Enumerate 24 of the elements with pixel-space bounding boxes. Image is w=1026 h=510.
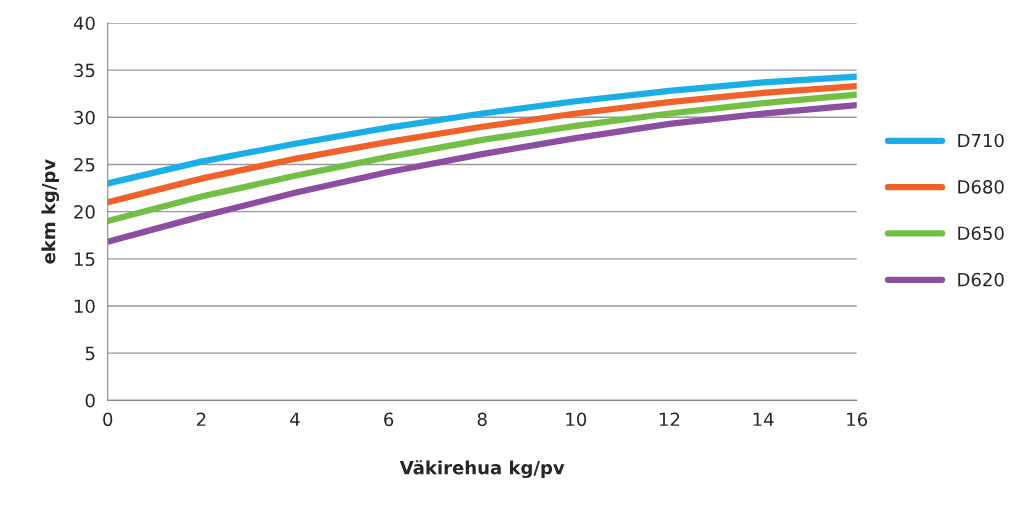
legend-label: D620: [958, 272, 1004, 287]
y-tick-label: 35: [74, 63, 95, 78]
y-tick-label: 10: [74, 299, 95, 314]
x-tick-label: 14: [753, 412, 774, 426]
x-axis-title: Väkirehua kg/pv: [399, 460, 565, 479]
y-tick-label: 5: [85, 346, 95, 361]
x-tick-label: 0: [103, 412, 113, 427]
y-tick-label: 30: [74, 110, 95, 125]
x-tick-label: 6: [384, 412, 394, 427]
x-tick-label: 16: [847, 412, 868, 427]
legend-label: D680: [958, 180, 1004, 194]
legend-label: D650: [958, 226, 1004, 241]
y-tick-label: 25: [74, 157, 95, 172]
x-tick-label: 4: [290, 412, 300, 426]
x-tick-label: 8: [477, 412, 487, 427]
y-tick-label: 20: [74, 205, 95, 219]
y-tick-label: 15: [74, 252, 95, 266]
y-tick-label: 0: [85, 393, 95, 408]
y-tick-label: 40: [73, 16, 95, 31]
x-tick-label: 10: [566, 412, 587, 427]
y-axis-title: ekm kg/pv: [41, 159, 60, 264]
x-tick-label: 2: [196, 412, 206, 426]
x-tick-label: 12: [659, 412, 680, 426]
legend-label: D710: [958, 133, 1004, 148]
